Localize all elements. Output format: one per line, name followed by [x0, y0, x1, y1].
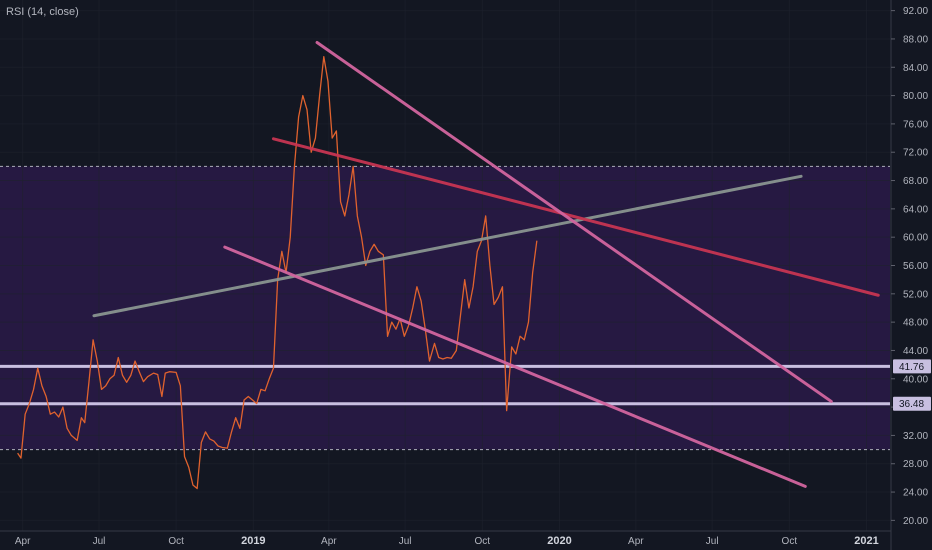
level-badge-label: 41.76 — [899, 362, 924, 373]
x-tick-label: Apr — [628, 536, 644, 547]
y-tick-label: 64.00 — [903, 204, 928, 215]
channel-lower-line — [223, 245, 807, 488]
y-tick-label: 60.00 — [903, 233, 928, 244]
y-tick-label: 68.00 — [903, 176, 928, 187]
x-tick-label: Jul — [399, 536, 412, 547]
y-tick-label: 28.00 — [903, 459, 928, 470]
x-tick-label: Oct — [168, 536, 184, 547]
indicator-title: RSI (14, close) — [6, 6, 79, 18]
x-tick-label: Apr — [15, 536, 31, 547]
y-tick-label: 52.00 — [903, 289, 928, 300]
x-tick-label: 2021 — [854, 535, 878, 547]
rsi-series-line — [17, 55, 538, 490]
y-tick-label: 72.00 — [903, 148, 928, 159]
y-tick-label: 80.00 — [903, 91, 928, 102]
rising-trendline — [92, 174, 803, 318]
level-badge — [893, 359, 931, 374]
falling-trendline-red — [271, 137, 880, 297]
x-tick-label: Oct — [782, 536, 798, 547]
level-badge — [893, 396, 931, 411]
y-tick-label: 88.00 — [903, 34, 928, 45]
y-tick-label: 56.00 — [903, 261, 928, 272]
y-tick-label: 92.00 — [903, 6, 928, 17]
y-tick-label: 76.00 — [903, 119, 928, 130]
x-tick-label: 2019 — [241, 535, 265, 547]
x-tick-label: Oct — [475, 536, 491, 547]
x-tick-label: Jul — [706, 536, 719, 547]
y-tick-label: 40.00 — [903, 374, 928, 385]
channel-upper-line — [315, 40, 833, 403]
y-tick-label: 32.00 — [903, 431, 928, 442]
x-tick-label: Jul — [93, 536, 106, 547]
level-badge-label: 36.48 — [899, 399, 924, 410]
x-tick-label: 2020 — [547, 535, 571, 547]
y-tick-label: 84.00 — [903, 63, 928, 74]
y-tick-label: 44.00 — [903, 346, 928, 357]
y-tick-label: 24.00 — [903, 488, 928, 499]
x-tick-label: Apr — [321, 536, 337, 547]
y-tick-label: 20.00 — [903, 516, 928, 527]
y-tick-label: 48.00 — [903, 318, 928, 329]
